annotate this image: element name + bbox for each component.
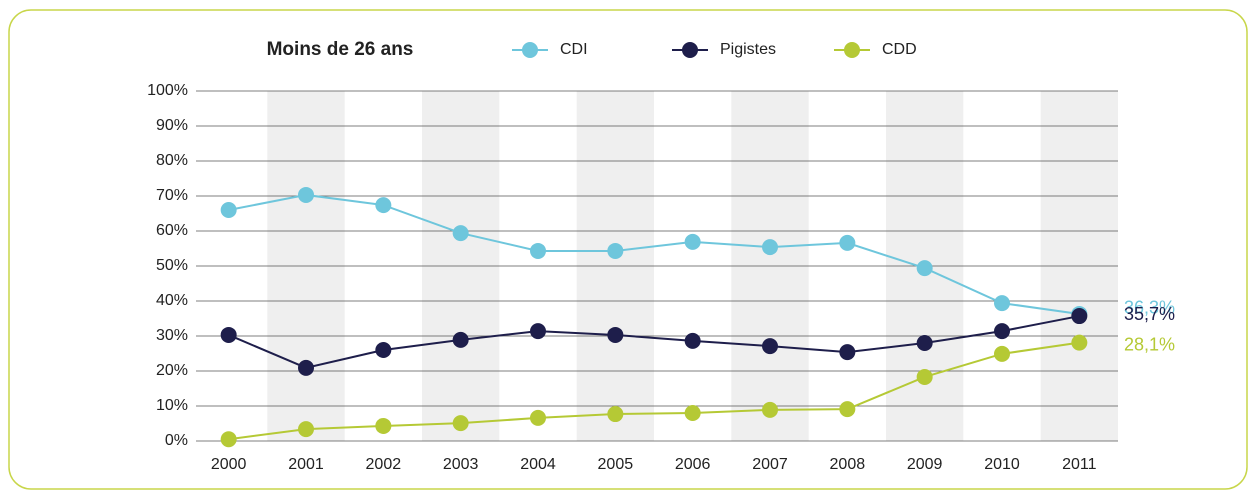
- series-line: [228, 193, 1080, 315]
- point: [298, 359, 314, 376]
- legend-label: CDI: [560, 41, 588, 58]
- point: [994, 345, 1010, 362]
- point: [375, 417, 392, 434]
- point: [452, 415, 469, 432]
- legend-marker: [844, 42, 860, 58]
- point: [452, 331, 469, 348]
- point: [220, 202, 237, 218]
- y-tick-label: 20%: [156, 362, 188, 379]
- series-line: [228, 341, 1080, 441]
- y-tick-label: 90%: [156, 117, 188, 134]
- point: [916, 335, 933, 351]
- point: [684, 233, 701, 250]
- point: [839, 401, 856, 418]
- y-tick-label: 10%: [156, 397, 188, 414]
- point: [916, 368, 933, 385]
- legend-marker: [522, 42, 538, 58]
- point: [994, 295, 1010, 312]
- point: [530, 409, 546, 426]
- point: [839, 234, 856, 251]
- x-tick-label: 2008: [830, 456, 866, 473]
- y-tick-label: 40%: [156, 292, 188, 309]
- point: [298, 186, 314, 203]
- x-tick-label: 2001: [288, 456, 324, 473]
- point: [839, 344, 856, 361]
- value-label: 35,7%: [1124, 304, 1175, 324]
- y-tick-label: 50%: [156, 257, 188, 274]
- x-tick-label: 2009: [907, 456, 943, 473]
- y-tick-label: 30%: [156, 327, 188, 344]
- legend-marker: [682, 42, 698, 58]
- point: [762, 338, 778, 355]
- x-tick-label: 2004: [520, 456, 556, 473]
- point: [220, 431, 237, 448]
- x-tick-label: 2003: [443, 456, 479, 473]
- x-tick-label: 2005: [598, 456, 634, 473]
- point: [916, 260, 933, 277]
- point: [762, 239, 778, 256]
- x-tick-label: 2010: [984, 456, 1020, 473]
- y-tick-label: 70%: [156, 187, 188, 204]
- point: [607, 406, 624, 423]
- x-tick-label: 2011: [1062, 456, 1097, 473]
- point: [375, 197, 392, 214]
- x-tick-label: 2000: [211, 456, 247, 473]
- x-tick-label: 2007: [752, 456, 788, 473]
- y-tick-label: 100%: [147, 82, 188, 99]
- point: [762, 401, 778, 418]
- point: [607, 242, 624, 259]
- point: [220, 326, 237, 343]
- point: [1071, 334, 1088, 351]
- y-tick-label: 60%: [156, 222, 188, 239]
- y-tick-label: 80%: [156, 152, 188, 169]
- value-label: 28,1%: [1124, 334, 1175, 354]
- point: [530, 242, 546, 259]
- point: [684, 405, 701, 421]
- value-label: 36,3%: [1124, 298, 1175, 318]
- y-tick-label: 0%: [165, 432, 188, 449]
- point: [994, 323, 1010, 340]
- point: [530, 323, 546, 340]
- point: [298, 421, 314, 438]
- x-tick-label: 2002: [366, 456, 402, 473]
- point: [607, 326, 624, 343]
- point: [684, 332, 701, 349]
- x-tick-label: 2006: [675, 456, 711, 473]
- series-line: [228, 315, 1080, 369]
- point: [375, 342, 392, 358]
- point: [452, 225, 469, 242]
- legend-label: Pigistes: [720, 41, 776, 58]
- point: [1071, 308, 1088, 325]
- chart-title: Moins de 26 ans: [267, 39, 414, 60]
- legend-label: CDD: [882, 41, 917, 58]
